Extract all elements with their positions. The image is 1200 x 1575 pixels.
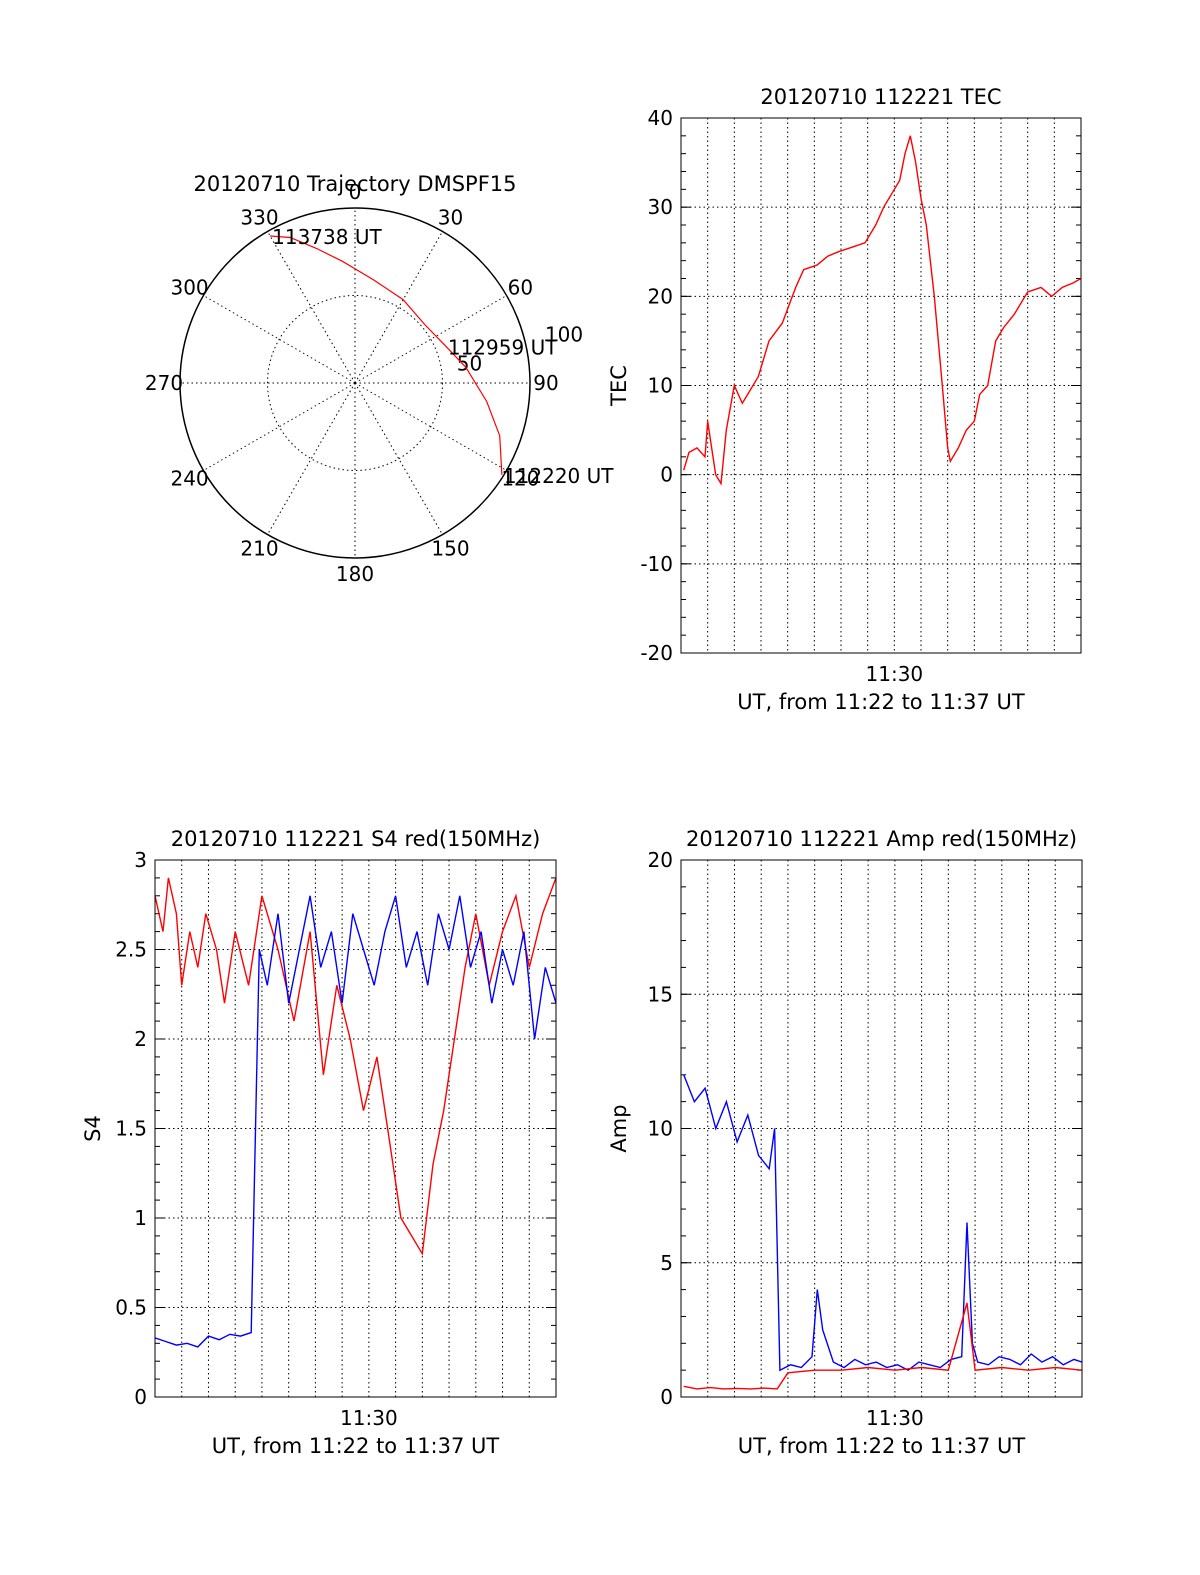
- chart-title: 20120710 112221 Amp red(150MHz): [686, 827, 1077, 851]
- y-tick-label: 15: [648, 982, 673, 1006]
- plot-frame: [680, 859, 1083, 1398]
- azimuth-tick-label: 120: [501, 467, 539, 491]
- y-axis-label: Amp: [607, 1104, 631, 1152]
- data-series-line: [155, 895, 556, 1348]
- data-series-line: [683, 135, 1081, 486]
- elevation-ring-label: 100: [545, 323, 583, 347]
- x-axis-label: UT, from 11:22 to 11:37 UT: [212, 1434, 500, 1458]
- y-tick-label: 5: [660, 1251, 673, 1275]
- y-tick-label: 2.5: [115, 938, 147, 962]
- chart-title: 20120710 112221 S4 red(150MHz): [171, 827, 541, 851]
- azimuth-tick-label: 240: [170, 467, 208, 491]
- polar-radial-grid-line: [354, 231, 443, 384]
- y-tick-label: 10: [648, 1117, 673, 1141]
- y-tick-label: 2: [134, 1027, 147, 1051]
- y-tick-label: 0: [660, 1385, 673, 1409]
- azimuth-tick-label: 270: [145, 371, 183, 395]
- x-axis-label: UT, from 11:22 to 11:37 UT: [737, 690, 1025, 714]
- chart-title: 20120710 112221 TEC: [760, 85, 1001, 109]
- polar-outer-ring: [179, 207, 531, 559]
- azimuth-tick-label: 150: [431, 536, 469, 560]
- x-tick-label: 11:30: [866, 1406, 924, 1430]
- y-tick-label: 1.5: [115, 1117, 147, 1141]
- chart-title: 20120710 Trajectory DMSPF15: [193, 172, 516, 196]
- azimuth-tick-label: 30: [438, 206, 463, 230]
- y-tick-label: 20: [648, 848, 673, 872]
- azimuth-tick-label: 330: [240, 206, 278, 230]
- y-tick-label: 10: [648, 374, 673, 398]
- plot-frame: [680, 117, 1082, 654]
- x-axis-label: UT, from 11:22 to 11:37 UT: [738, 1434, 1026, 1458]
- trajectory-line: [270, 235, 503, 475]
- y-tick-label: 20: [648, 284, 673, 308]
- y-tick-label: 40: [648, 106, 673, 130]
- data-series-line: [683, 1302, 1082, 1390]
- plot-frame: [154, 859, 557, 1398]
- x-tick-label: 11:30: [340, 1406, 398, 1430]
- azimuth-tick-label: 60: [508, 276, 533, 300]
- y-axis-label: TEC: [607, 365, 631, 407]
- y-axis-label: S4: [81, 1115, 105, 1142]
- y-tick-label: 0: [660, 463, 673, 487]
- x-tick-label: 11:30: [866, 662, 924, 686]
- y-tick-label: -20: [640, 641, 673, 665]
- elevation-ring-label: 50: [457, 351, 482, 375]
- y-tick-label: 30: [648, 195, 673, 219]
- azimuth-tick-label: 90: [533, 371, 558, 395]
- polar-radial-grid-line: [267, 382, 356, 535]
- polar-elevation-ring: [267, 295, 443, 471]
- trajectory-time-label: 112959 UT: [448, 335, 558, 359]
- y-tick-label: 0: [134, 1385, 147, 1409]
- trajectory-time-label: 112220 UT: [504, 464, 614, 488]
- y-tick-label: 1: [134, 1206, 147, 1230]
- y-tick-label: 0.5: [115, 1296, 147, 1320]
- y-tick-label: -10: [640, 552, 673, 576]
- azimuth-tick-label: 300: [170, 276, 208, 300]
- azimuth-tick-label: 180: [336, 562, 374, 586]
- y-tick-label: 3: [134, 848, 147, 872]
- data-series-line: [683, 1074, 1082, 1372]
- trajectory-time-label: 113738 UT: [272, 225, 382, 249]
- azimuth-tick-label: 0: [349, 180, 362, 204]
- azimuth-tick-label: 210: [240, 536, 278, 560]
- polar-radial-grid-line: [203, 382, 356, 471]
- data-series-line: [155, 877, 556, 1256]
